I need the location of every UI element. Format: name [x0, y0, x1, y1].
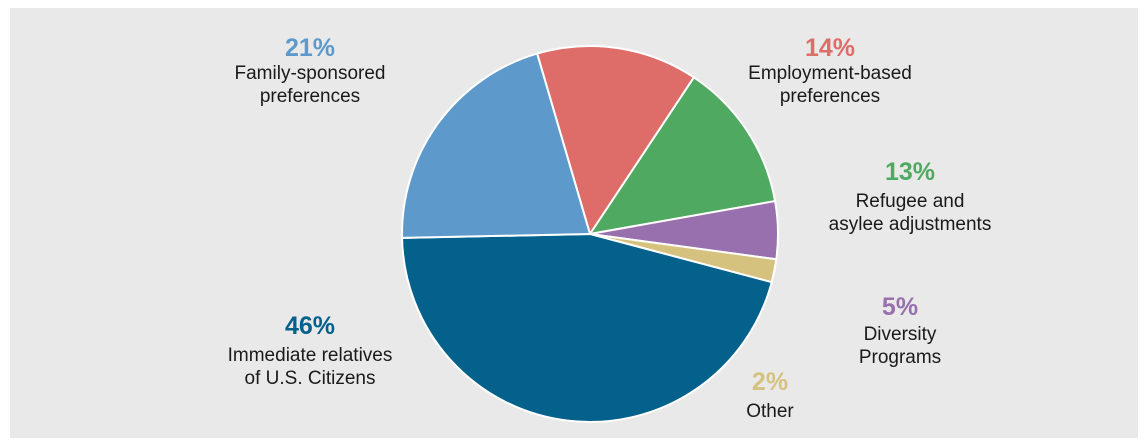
category-label: Other — [746, 401, 794, 422]
category-label: Family-sponsored — [234, 63, 386, 84]
slice-label-immediate: 46% Immediate relatives of U.S. Citizens — [185, 312, 435, 390]
category-label: Immediate relatives — [227, 345, 393, 366]
pie-slice-4 — [401, 233, 773, 423]
category-label: of U.S. Citizens — [244, 368, 376, 389]
percent-label: 13% — [884, 158, 936, 186]
percent-label: 46% — [284, 312, 336, 340]
category-label: preferences — [779, 86, 881, 107]
category-label: Employment-based — [748, 63, 912, 84]
chart-panel: 21% Family-sponsored preferences 14% Emp… — [10, 8, 1138, 438]
slice-label-other: 2% Other — [720, 368, 820, 423]
percent-label: 5% — [881, 293, 919, 321]
pie-slice-1 — [589, 76, 777, 235]
category-label: Programs — [858, 347, 942, 368]
pie-chart — [401, 45, 779, 423]
slice-label-diversity: 5% Diversity Programs — [825, 293, 975, 369]
percent-label: 21% — [284, 34, 336, 62]
slice-label-employment: 14% Employment-based preferences — [710, 34, 950, 108]
category-label: asylee adjustments — [828, 214, 992, 235]
category-label: Diversity — [863, 324, 937, 345]
category-label: preferences — [259, 86, 361, 107]
category-label: Refugee and — [855, 191, 965, 212]
pie-slice-5 — [401, 52, 591, 239]
percent-label: 14% — [804, 34, 856, 62]
slice-label-refugee: 13% Refugee and asylee adjustments — [790, 158, 1030, 236]
percent-label: 2% — [751, 368, 789, 396]
slice-label-family: 21% Family-sponsored preferences — [190, 34, 430, 108]
